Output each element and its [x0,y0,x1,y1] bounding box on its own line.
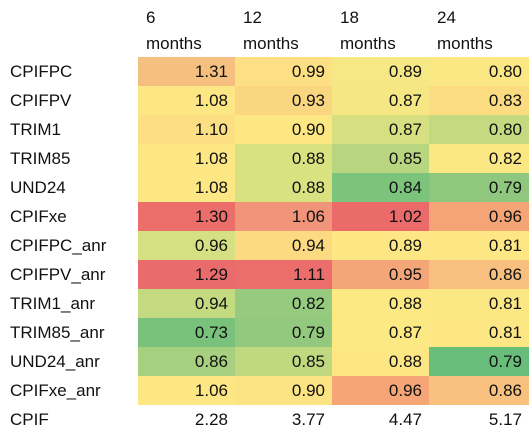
table-row: TRIM1_anr 0.94 0.82 0.88 0.81 [0,289,529,318]
value-cell: 0.93 [235,86,332,115]
row-label: CPIFPC [10,61,73,81]
table-row: TRIM1 1.10 0.90 0.87 0.80 [0,115,529,144]
value-cell: 0.87 [332,318,429,347]
header-row: 6 months 12 months 18 months 24 months [0,0,529,57]
value-cell: 0.85 [332,144,429,173]
value-cell: 1.08 [138,173,235,202]
row-label: UND24_anr [10,351,100,371]
value-cell: 0.84 [332,173,429,202]
value-cell: 1.31 [138,57,235,86]
table-row: CPIFPV_anr 1.29 1.11 0.95 0.86 [0,260,529,289]
column-header-line2: months [437,34,493,53]
value-cell: 0.83 [429,86,529,115]
value-cell: 0.99 [235,57,332,86]
row-label: TRIM1_anr [10,293,96,313]
value-cell: 0.87 [332,86,429,115]
column-header-line1: 6 [146,8,156,27]
table-row: CPIFxe 1.30 1.06 1.02 0.96 [0,202,529,231]
row-label: CPIFxe [10,206,67,226]
value-cell: 0.80 [429,57,529,86]
value-cell: 1.11 [235,260,332,289]
value-cell: 0.81 [429,289,529,318]
value-cell: 1.29 [138,260,235,289]
row-label: UND24 [10,177,66,197]
table-row: CPIFPC_anr 0.96 0.94 0.89 0.81 [0,231,529,260]
column-header-6-months: 6 months [138,0,235,57]
value-cell: 0.86 [429,260,529,289]
row-label: CPIFPV [10,90,72,110]
value-cell: 5.17 [429,405,529,434]
row-label: TRIM85_anr [10,322,105,342]
value-cell: 0.89 [332,57,429,86]
value-cell: 0.94 [138,289,235,318]
value-cell: 0.85 [235,347,332,376]
value-cell: 0.90 [235,376,332,405]
value-cell: 2.28 [138,405,235,434]
value-cell: 0.89 [332,231,429,260]
value-cell: 0.88 [332,289,429,318]
table-row: TRIM85_anr 0.73 0.79 0.87 0.81 [0,318,529,347]
corner-cell [0,0,138,57]
column-header-line2: months [146,34,202,53]
value-cell: 1.06 [138,376,235,405]
value-cell: 0.95 [332,260,429,289]
value-cell: 0.79 [429,347,529,376]
column-header-18-months: 18 months [332,0,429,57]
value-cell: 1.06 [235,202,332,231]
table-body: CPIFPC 1.31 0.99 0.89 0.80 CPIFPV 1.08 0.93 0.87… [0,57,529,434]
table-row: CPIF 2.28 3.77 4.47 5.17 [0,405,529,434]
value-cell: 0.73 [138,318,235,347]
row-label: CPIFxe_anr [10,380,101,400]
table-row: UND24_anr 0.86 0.85 0.88 0.79 [0,347,529,376]
value-cell: 0.81 [429,231,529,260]
value-cell: 0.79 [235,318,332,347]
value-cell: 1.02 [332,202,429,231]
value-cell: 0.82 [235,289,332,318]
value-cell: 0.86 [138,347,235,376]
value-cell: 1.10 [138,115,235,144]
value-cell: 0.90 [235,115,332,144]
table-row: CPIFPC 1.31 0.99 0.89 0.80 [0,57,529,86]
column-header-line1: 12 [243,8,262,27]
value-cell: 0.96 [332,376,429,405]
row-label: CPIFPV_anr [10,264,106,284]
value-cell: 0.86 [429,376,529,405]
table-row: CPIFPV 1.08 0.93 0.87 0.83 [0,86,529,115]
row-label: CPIFPC_anr [10,235,107,255]
column-header-12-months: 12 months [235,0,332,57]
value-cell: 0.81 [429,318,529,347]
value-cell: 3.77 [235,405,332,434]
column-header-24-months: 24 months [429,0,529,57]
value-cell: 0.88 [332,347,429,376]
value-cell: 1.30 [138,202,235,231]
column-header-line1: 24 [437,8,456,27]
value-cell: 0.79 [429,173,529,202]
row-label: TRIM1 [10,119,61,139]
value-cell: 0.94 [235,231,332,260]
value-cell: 0.87 [332,115,429,144]
table-row: CPIFxe_anr 1.06 0.90 0.96 0.86 [0,376,529,405]
table-row: TRIM85 1.08 0.88 0.85 0.82 [0,144,529,173]
column-header-line2: months [340,34,396,53]
value-cell: 0.88 [235,144,332,173]
value-cell: 1.08 [138,86,235,115]
row-label: CPIF [10,409,49,429]
column-header-line2: months [243,34,299,53]
value-cell: 0.96 [138,231,235,260]
table-row: UND24 1.08 0.88 0.84 0.79 [0,173,529,202]
value-cell: 1.08 [138,144,235,173]
row-label: TRIM85 [10,148,71,168]
value-cell: 0.82 [429,144,529,173]
value-cell: 0.80 [429,115,529,144]
value-cell: 0.88 [235,173,332,202]
value-cell: 4.47 [332,405,429,434]
value-cell: 0.96 [429,202,529,231]
column-header-line1: 18 [340,8,359,27]
